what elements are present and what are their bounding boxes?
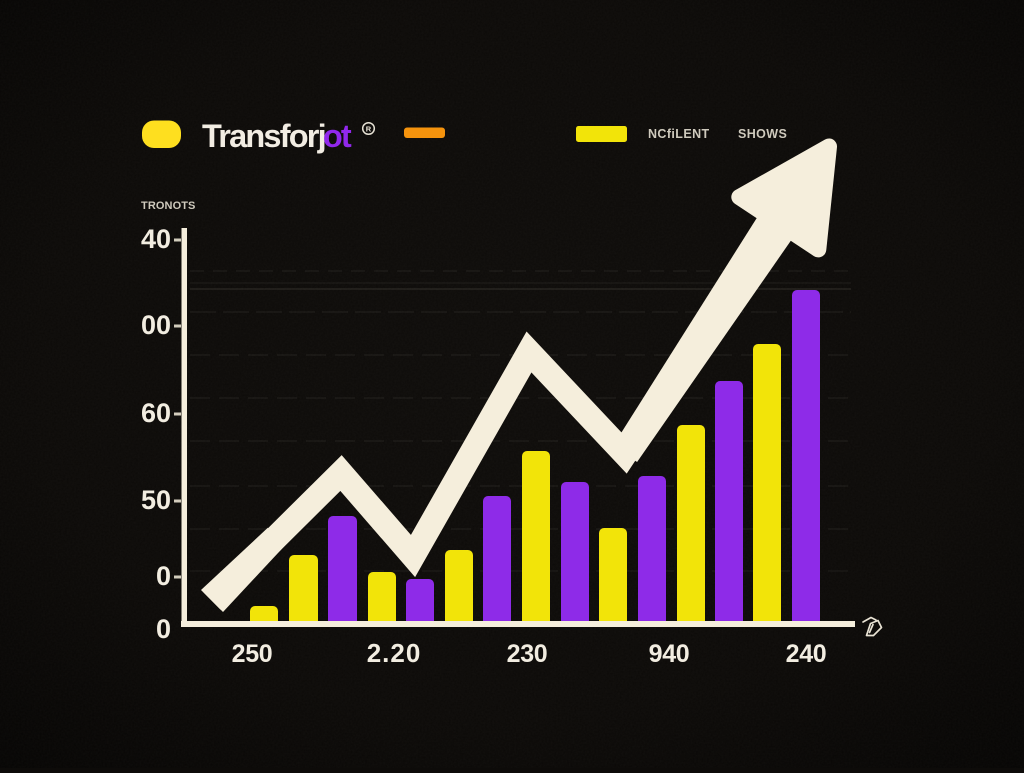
svg-text:240: 240 — [786, 640, 827, 668]
svg-text:250: 250 — [232, 640, 273, 668]
svg-text:230: 230 — [507, 640, 548, 668]
svg-text:Transforjot: Transforjot — [202, 118, 352, 154]
svg-text:SHOWS: SHOWS — [738, 127, 787, 141]
svg-text:0: 0 — [156, 614, 171, 644]
svg-text:60: 60 — [141, 398, 171, 428]
svg-text:NCfiLENT: NCfiLENT — [648, 127, 710, 141]
svg-text:R: R — [366, 125, 372, 134]
svg-text:2.20: 2.20 — [367, 638, 422, 668]
svg-text:50: 50 — [141, 485, 171, 515]
svg-text:TRONOTS: TRONOTS — [141, 200, 195, 212]
svg-text:0: 0 — [156, 561, 171, 591]
svg-text:940: 940 — [649, 640, 690, 668]
svg-text:40: 40 — [141, 224, 171, 254]
svg-text:00: 00 — [141, 310, 171, 340]
